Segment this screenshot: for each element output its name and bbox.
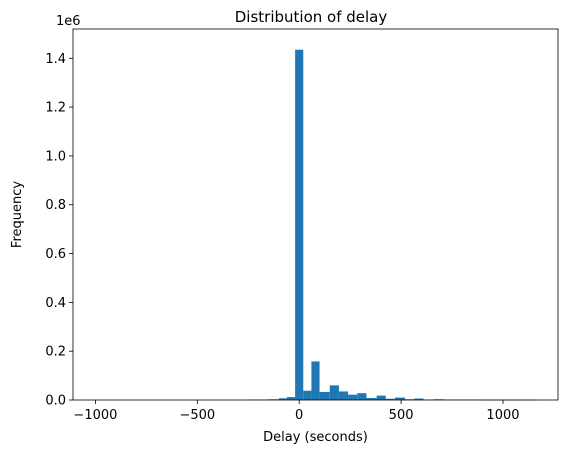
y-axis-ticks: 0.0 0.2 0.4 0.6 0.8 1.0 1.2 1.4	[45, 52, 73, 409]
histogram-bar	[348, 395, 357, 400]
y-tick-label: 0.2	[45, 345, 66, 360]
histogram-bar	[377, 396, 386, 400]
histogram-bar	[357, 393, 366, 400]
x-tick-label: −1000	[73, 408, 117, 423]
x-tick-label: 500	[389, 408, 414, 423]
chart-title: Distribution of delay	[235, 8, 388, 26]
y-tick-label: 0.4	[45, 296, 66, 311]
x-axis-title: Delay (seconds)	[263, 430, 368, 445]
y-tick-label: 1.2	[45, 101, 66, 116]
histogram-bar	[330, 385, 339, 400]
histogram-bar	[287, 397, 295, 400]
histogram-bar	[320, 392, 330, 400]
histogram-bars	[248, 50, 537, 401]
histogram-bar	[339, 391, 348, 400]
y-tick-label: 1.4	[45, 52, 66, 67]
histogram-bar	[295, 50, 303, 400]
x-tick-label: −500	[179, 408, 215, 423]
x-tick-label: 0	[295, 408, 303, 423]
y-tick-label: 0.8	[45, 198, 66, 213]
x-tick-label: 1000	[486, 408, 519, 423]
y-axis-title: Frequency	[10, 181, 25, 248]
histogram-bar	[303, 391, 311, 400]
plot-area-frame	[73, 29, 558, 400]
y-axis-offset-label: 1e6	[56, 14, 81, 29]
histogram-bar	[311, 361, 319, 400]
y-tick-label: 1.0	[45, 149, 66, 164]
y-tick-label: 0.6	[45, 247, 66, 262]
x-axis-ticks: −1000 −500 0 500 1000	[73, 400, 519, 423]
y-tick-label: 0.0	[45, 394, 66, 409]
